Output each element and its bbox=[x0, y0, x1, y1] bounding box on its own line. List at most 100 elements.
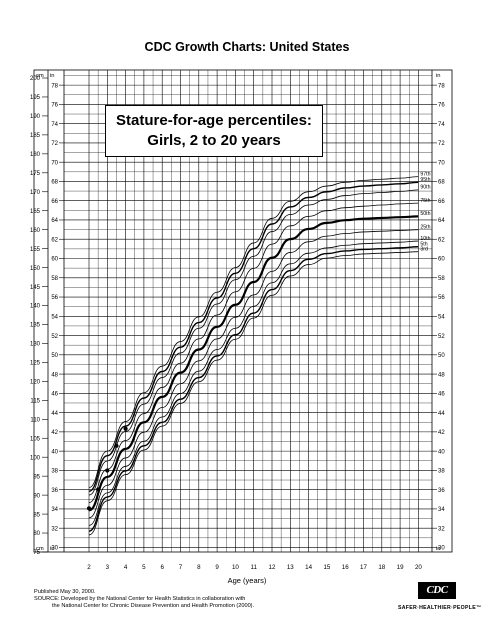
percentile-curve-95th bbox=[88, 181, 419, 493]
in-tick-label-left: 46 bbox=[51, 392, 58, 398]
cm-tick-label: 140 bbox=[30, 304, 41, 310]
in-tick-label-right: 50 bbox=[438, 353, 445, 359]
age-tick-label: 16 bbox=[342, 564, 349, 571]
in-tick-label-left: 44 bbox=[51, 411, 58, 417]
in-tick-label-left: 54 bbox=[51, 314, 58, 320]
page-title: CDC Growth Charts: United States bbox=[144, 40, 350, 54]
age-tick-label: 8 bbox=[197, 564, 201, 571]
in-tick-label-left: 72 bbox=[51, 141, 58, 147]
source-line-2: the National Center for Chronic Disease … bbox=[52, 603, 255, 609]
cm-tick-label: 160 bbox=[30, 228, 41, 234]
in-tick-label-right: 74 bbox=[438, 122, 445, 128]
age-tick-label: 15 bbox=[323, 564, 330, 571]
cm-tick-label: 200 bbox=[30, 76, 41, 82]
chart-frame bbox=[33, 69, 453, 553]
in-unit-right-bottom: in bbox=[436, 546, 441, 552]
in-tick-label-right: 78 bbox=[438, 83, 445, 89]
age-tick-label: 18 bbox=[378, 564, 385, 571]
chart-title: Stature-for-age percentiles: bbox=[116, 112, 312, 129]
cm-tick-label: 95 bbox=[33, 474, 40, 480]
in-tick-label-right: 36 bbox=[438, 488, 445, 494]
in-tick-label-left: 32 bbox=[51, 526, 58, 532]
percentile-curve-90th bbox=[88, 189, 419, 496]
cm-tick-label: 185 bbox=[30, 133, 41, 139]
cm-tick-label: 130 bbox=[30, 342, 41, 348]
percentile-curve-50th bbox=[88, 215, 419, 512]
in-tick-label-right: 32 bbox=[438, 526, 445, 532]
in-tick-label-left: 30 bbox=[51, 546, 58, 552]
in-tick-label-right: 30 bbox=[438, 546, 445, 552]
in-tick-label-left: 78 bbox=[51, 83, 58, 89]
age-tick-label: 13 bbox=[287, 564, 294, 571]
in-tick-label-right: 70 bbox=[438, 160, 445, 166]
cm-tick-label: 190 bbox=[30, 114, 41, 120]
cm-tick-label: 110 bbox=[30, 417, 40, 423]
cdc-slogan: SAFER·HEALTHIER·PEOPLE™ bbox=[398, 605, 482, 611]
cm-tick-label: 155 bbox=[30, 247, 41, 253]
age-tick-label: 7 bbox=[179, 564, 183, 571]
in-tick-label-right: 76 bbox=[438, 103, 445, 109]
in-tick-label-left: 70 bbox=[51, 160, 58, 166]
data-point bbox=[123, 426, 128, 431]
in-tick-label-left: 34 bbox=[51, 507, 58, 513]
in-tick-label-left: 56 bbox=[51, 295, 58, 301]
percentile-curve-75th bbox=[88, 202, 419, 504]
in-tick-label-right: 44 bbox=[438, 411, 445, 417]
in-tick-label-left: 66 bbox=[51, 199, 58, 205]
age-tick-label: 4 bbox=[124, 564, 128, 571]
percentile-curve-3rd bbox=[88, 251, 419, 536]
in-tick-label-right: 66 bbox=[438, 199, 445, 205]
in-tick-label-left: 68 bbox=[51, 180, 58, 186]
age-tick-label: 17 bbox=[360, 564, 367, 571]
in-tick-label-left: 58 bbox=[51, 276, 58, 282]
percentile-label-5th: 5th bbox=[420, 242, 427, 248]
published-date: Published May 30, 2000. bbox=[34, 589, 96, 595]
in-tick-label-right: 72 bbox=[438, 141, 445, 147]
cm-tick-label: 80 bbox=[33, 531, 40, 537]
percentile-label-97th: 97th bbox=[420, 171, 430, 177]
cm-tick-label: 105 bbox=[30, 436, 41, 442]
in-tick-label-right: 40 bbox=[438, 449, 445, 455]
data-point bbox=[105, 468, 110, 473]
age-tick-label: 11 bbox=[250, 564, 257, 571]
in-tick-label-left: 62 bbox=[51, 237, 58, 243]
in-tick-label-right: 62 bbox=[438, 237, 445, 243]
in-tick-label-left: 50 bbox=[51, 353, 58, 359]
in-unit-top: in bbox=[50, 73, 55, 79]
cm-tick-label: 100 bbox=[30, 455, 41, 461]
cm-tick-label: 145 bbox=[30, 285, 41, 291]
percentile-label-75th: 75th bbox=[420, 198, 430, 204]
percentile-label-25th: 25th bbox=[420, 224, 430, 230]
in-unit-bottom: in bbox=[50, 546, 55, 552]
cm-unit-bottom: cm bbox=[36, 546, 44, 552]
age-tick-label: 12 bbox=[269, 564, 276, 571]
in-tick-label-right: 42 bbox=[438, 430, 445, 436]
x-axis-label: Age (years) bbox=[228, 576, 267, 585]
age-tick-label: 2 bbox=[87, 564, 91, 571]
in-tick-label-left: 42 bbox=[51, 430, 58, 436]
age-tick-label: 10 bbox=[232, 564, 239, 571]
cm-tick-label: 175 bbox=[30, 171, 41, 177]
age-tick-label: 14 bbox=[305, 564, 312, 571]
cm-tick-label: 135 bbox=[30, 323, 41, 329]
data-point bbox=[86, 506, 92, 511]
in-tick-label-right: 34 bbox=[438, 507, 445, 513]
in-tick-label-right: 46 bbox=[438, 392, 445, 398]
in-tick-label-right: 58 bbox=[438, 276, 445, 282]
cm-tick-label: 85 bbox=[33, 512, 40, 518]
age-tick-label: 20 bbox=[415, 564, 422, 571]
chart-title-box: Stature-for-age percentiles: Girls, 2 to… bbox=[105, 105, 323, 157]
in-tick-label-left: 38 bbox=[51, 469, 58, 475]
data-point bbox=[96, 487, 101, 492]
cm-unit-top: cm bbox=[36, 73, 44, 79]
cdc-logo: CDC bbox=[418, 582, 456, 599]
in-unit-right-top: in bbox=[436, 73, 441, 79]
in-tick-label-left: 40 bbox=[51, 449, 58, 455]
in-tick-label-left: 52 bbox=[51, 334, 58, 340]
in-tick-label-left: 36 bbox=[51, 488, 58, 494]
percentile-curve-25th bbox=[88, 229, 419, 519]
percentile-curve-5th bbox=[88, 246, 419, 532]
in-tick-label-right: 56 bbox=[438, 295, 445, 301]
cm-tick-label: 180 bbox=[30, 152, 41, 158]
